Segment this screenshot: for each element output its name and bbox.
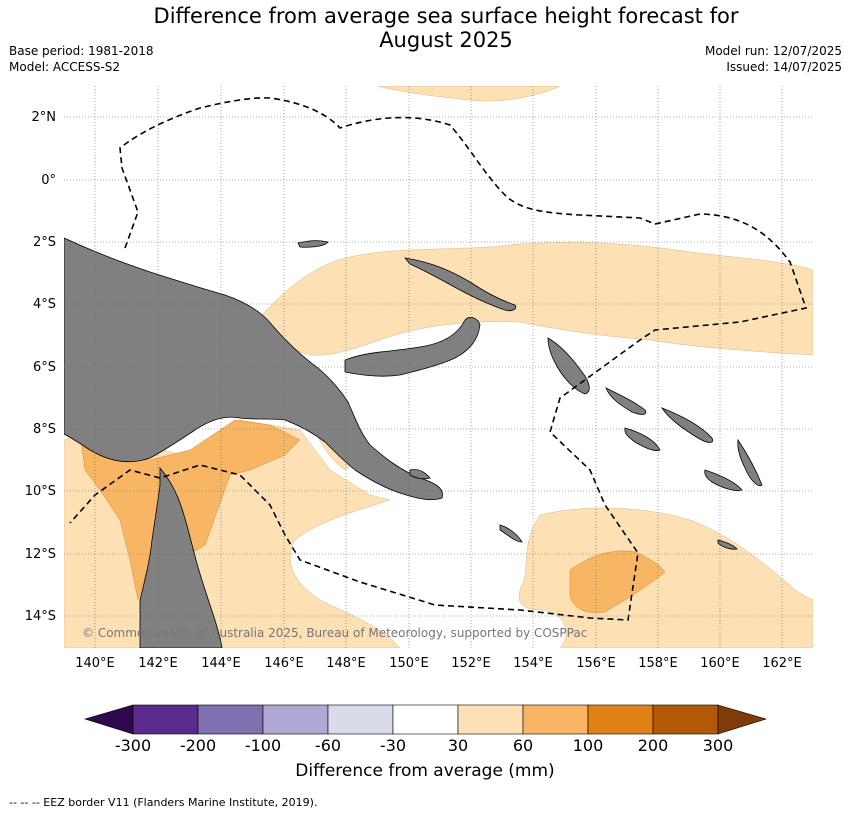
solomon-islands-land-5 — [704, 469, 743, 491]
meta-left: Base period: 1981-2018 Model: ACCESS-S2 — [9, 43, 154, 75]
meta-right: Model run: 12/07/2025 Issued: 14/07/2025 — [705, 43, 842, 75]
copyright-notice: © Commonwealth of Australia 2025, Bureau… — [82, 626, 587, 640]
bougainville-land — [547, 337, 590, 395]
louisiade-islands-land — [499, 524, 523, 543]
colorbar-segment-3 — [262, 704, 329, 735]
latitude-labels: 2°N 0° 2°S 4°S 6°S 8°S 10°S 12°S 14°S — [25, 110, 56, 624]
colorbar-labels: -300 -200 -100 -60 -30 30 60 100 200 300 — [115, 736, 733, 755]
lat-label-10s: 10°S — [25, 484, 56, 499]
lon-label-152e: 152°E — [451, 656, 491, 671]
map-layers — [64, 86, 813, 648]
colorbar-label-neg300: -300 — [115, 736, 151, 755]
colorbar-label-300: 300 — [703, 736, 734, 755]
colorbar-label-neg100: -100 — [245, 736, 281, 755]
anomaly-60-100-region — [79, 419, 666, 613]
colorbar-label-neg200: -200 — [180, 736, 216, 755]
colorbar-label-60: 60 — [513, 736, 533, 755]
lon-label-154e: 154°E — [513, 656, 553, 671]
lon-label-142e: 142°E — [138, 656, 178, 671]
colorbar-segment-6 — [457, 704, 524, 735]
colorbar-segment-5 — [392, 704, 459, 735]
lon-label-150e: 150°E — [389, 656, 429, 671]
colorbar-segment-7 — [522, 704, 589, 735]
d-entrecasteaux-islands-land — [409, 469, 431, 480]
longitude-labels: 140°E 142°E 144°E 146°E 148°E 150°E 152°… — [75, 656, 802, 671]
new-guinea-land — [64, 237, 443, 501]
australia-cape-york-land — [139, 466, 223, 648]
colorbar-segment-8 — [587, 704, 654, 735]
lon-label-158e: 158°E — [638, 656, 678, 671]
lat-label-14s: 14°S — [25, 609, 56, 624]
lon-label-140e: 140°E — [75, 656, 115, 671]
solomon-islands-land-1 — [605, 387, 647, 415]
eez-border — [69, 97, 808, 621]
lon-label-162e: 162°E — [762, 656, 802, 671]
title-line-1: Difference from average sea surface heig… — [153, 4, 739, 28]
colorbar-label-200: 200 — [638, 736, 669, 755]
lon-label-146e: 146°E — [264, 656, 304, 671]
colorbar-segment-9 — [652, 704, 719, 735]
colorbar-segment-2 — [197, 704, 264, 735]
lat-label-12s: 12°S — [25, 547, 56, 562]
lon-label-160e: 160°E — [700, 656, 740, 671]
model-name: Model: ACCESS-S2 — [9, 60, 121, 74]
manus-island-land — [297, 240, 329, 248]
land-masses — [64, 237, 763, 648]
solomon-islands-land-2 — [660, 407, 714, 443]
graticule — [64, 86, 813, 648]
rennell-island-land — [717, 539, 738, 550]
lat-label-6s: 6°S — [33, 360, 56, 375]
lon-label-144e: 144°E — [201, 656, 241, 671]
colorbar — [83, 704, 768, 735]
lat-label-8s: 8°S — [33, 422, 56, 437]
chart-title: Difference from average sea surface heig… — [0, 4, 850, 52]
model-run: Model run: 12/07/2025 — [704, 44, 842, 58]
eez-footnote: -- -- -- EEZ border V11 (Flanders Marine… — [9, 796, 318, 809]
lat-label-0: 0° — [41, 173, 56, 188]
new-britain-land — [344, 317, 481, 377]
colorbar-extend-low — [83, 704, 134, 735]
colorbar-label-100: 100 — [573, 736, 604, 755]
lat-label-2s: 2°S — [33, 235, 56, 250]
lon-label-148e: 148°E — [326, 656, 366, 671]
solomon-islands-land-4 — [737, 438, 763, 487]
colorbar-segment-4 — [327, 704, 394, 735]
colorbar-label-neg60: -60 — [315, 736, 341, 755]
title-line-2: August 2025 — [379, 28, 513, 52]
lon-label-156e: 156°E — [576, 656, 616, 671]
colorbar-title: Difference from average (mm) — [295, 761, 555, 781]
lat-label-4s: 4°S — [33, 297, 56, 312]
colorbar-label-neg30: -30 — [380, 736, 406, 755]
issued-date: Issued: 14/07/2025 — [726, 60, 842, 74]
lat-label-2n: 2°N — [32, 110, 57, 125]
colorbar-label-30: 30 — [448, 736, 468, 755]
colorbar-segment-1 — [132, 704, 199, 735]
colorbar-extend-high — [717, 704, 768, 735]
base-period: Base period: 1981-2018 — [9, 44, 154, 58]
new-ireland-land — [404, 257, 517, 312]
solomon-islands-land-3 — [624, 427, 661, 451]
